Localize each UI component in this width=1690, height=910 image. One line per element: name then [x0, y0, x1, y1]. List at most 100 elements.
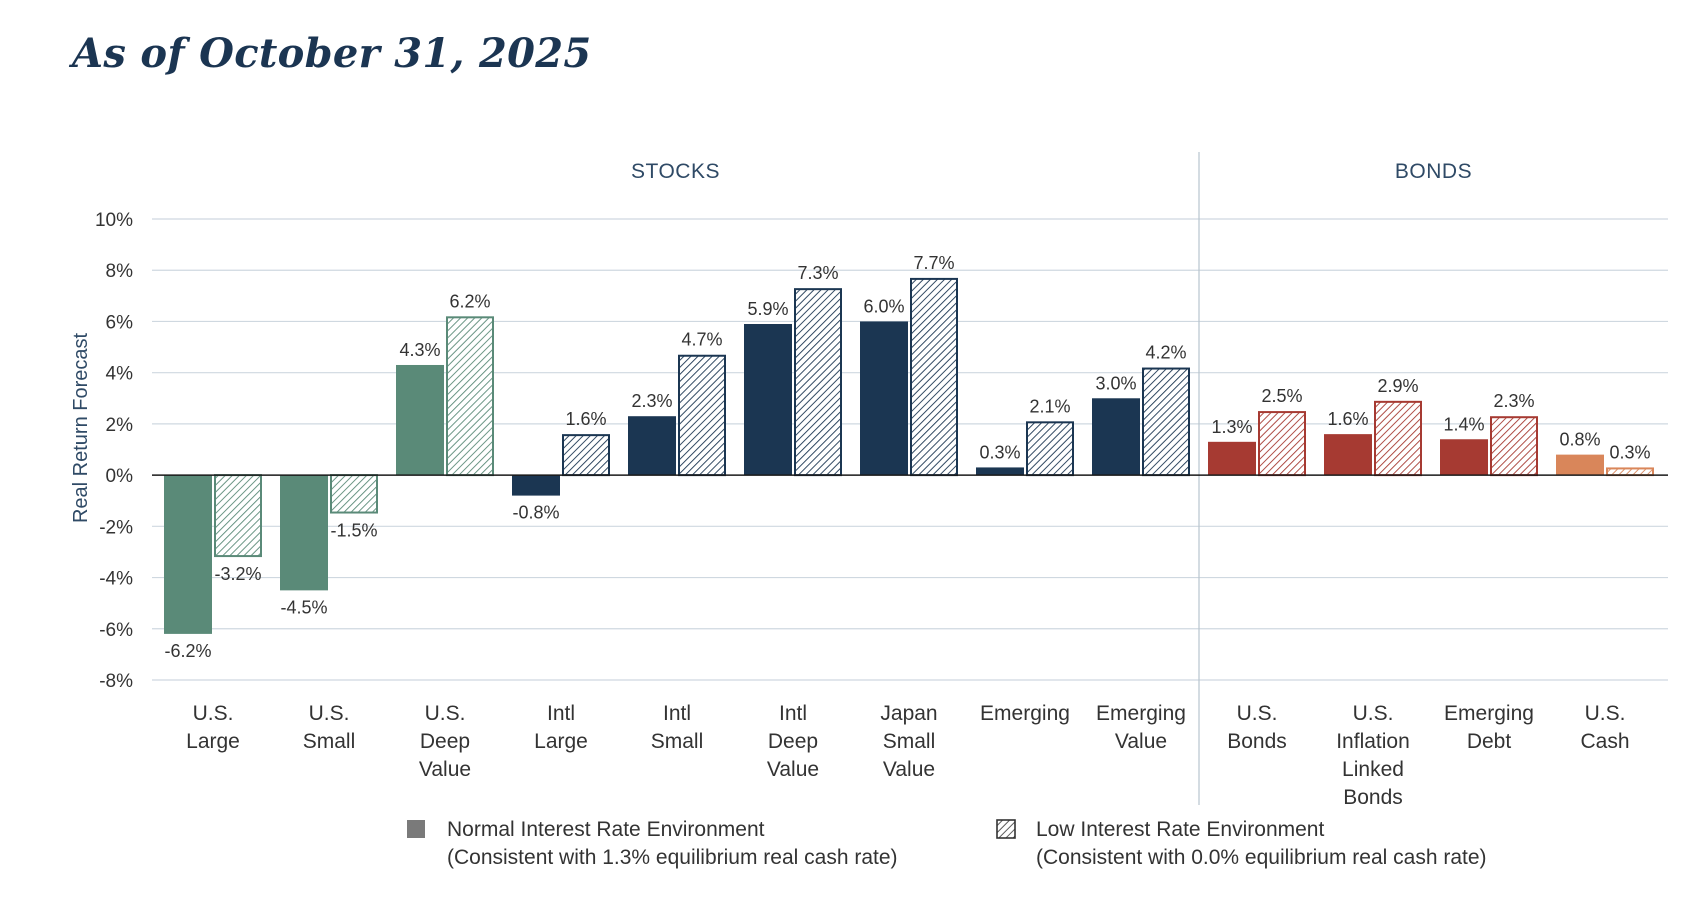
category-label: U.S.: [1237, 702, 1278, 725]
category-label: Small: [303, 730, 356, 753]
y-tick-label: 6%: [106, 312, 134, 333]
category-label: Linked: [1342, 758, 1404, 781]
data-labels: -6.2% -3.2% -4.5% -1.5% 4.3% 6.2% -0.8% 1.6% 2.3…: [164, 253, 1650, 661]
y-tick-label: 10%: [95, 210, 133, 231]
bar-normal: [1092, 398, 1140, 476]
data-label-low: 6.2%: [449, 291, 490, 311]
bar-normal: [1208, 441, 1256, 476]
bar-low: [1606, 467, 1654, 477]
bar-low: [1490, 416, 1538, 477]
legend-low-note: (Consistent with 0.0% equilibrium real c…: [1036, 846, 1487, 869]
category-label: Emerging: [980, 702, 1070, 725]
legend-normal-swatch: [407, 820, 425, 838]
data-label-low: -3.2%: [214, 564, 261, 584]
bar-normal: [164, 475, 212, 634]
section-labels: STOCKS BONDS: [631, 160, 1472, 183]
bar-normal: [396, 364, 444, 476]
bar-normal: [280, 475, 328, 591]
data-label-low: 2.9%: [1377, 376, 1418, 396]
y-tick-label: 4%: [106, 364, 134, 385]
bar-normal: [628, 416, 676, 476]
data-label-normal: 1.4%: [1443, 414, 1484, 434]
y-tick-label: -2%: [99, 517, 133, 538]
data-label-normal: -0.8%: [512, 503, 559, 523]
bar-low: [678, 354, 726, 477]
data-label-low: 7.7%: [913, 253, 954, 273]
bar-normal: [1324, 434, 1372, 476]
bar-low: [1374, 400, 1422, 477]
data-label-low: 0.3%: [1609, 442, 1650, 462]
bar-low: [1142, 367, 1190, 477]
section-label: STOCKS: [631, 160, 720, 183]
category-label: Bonds: [1343, 786, 1403, 809]
data-label-low: 1.6%: [565, 409, 606, 429]
bar-normal: [512, 475, 560, 496]
category-label: Value: [1115, 730, 1167, 753]
data-label-low: 2.1%: [1029, 396, 1070, 416]
category-label: Intl: [779, 702, 807, 725]
bar-low: [794, 288, 842, 477]
data-label-normal: 5.9%: [747, 299, 788, 319]
category-label: Value: [419, 758, 471, 781]
y-axis-ticks: -8% -6% -4% -2% 0% 2% 4% 6% 8% 10%: [95, 210, 133, 692]
section-label: BONDS: [1395, 160, 1472, 183]
category-label: U.S.: [425, 702, 466, 725]
data-label-normal: 4.3%: [399, 340, 440, 360]
bar-low: [214, 474, 262, 558]
bar-low: [1026, 421, 1074, 477]
category-label: Deep: [768, 730, 818, 753]
category-label: Emerging: [1444, 702, 1534, 725]
bar-low: [330, 474, 378, 514]
data-label-normal: 1.6%: [1327, 409, 1368, 429]
category-label: Bonds: [1227, 730, 1287, 753]
data-label-normal: 3.0%: [1095, 373, 1136, 393]
data-label-low: 4.2%: [1145, 343, 1186, 363]
data-label-normal: -4.5%: [280, 597, 327, 617]
data-label-normal: -6.2%: [164, 641, 211, 661]
category-label: Japan: [880, 702, 937, 725]
bar-low: [1258, 411, 1306, 477]
category-label: U.S.: [309, 702, 350, 725]
data-label-normal: 2.3%: [631, 391, 672, 411]
data-label-low: 7.3%: [797, 263, 838, 283]
category-label: Intl: [663, 702, 691, 725]
category-label: U.S.: [1353, 702, 1394, 725]
bar-normal: [1440, 439, 1488, 476]
category-label: Cash: [1580, 730, 1629, 753]
bar-low: [562, 434, 610, 477]
data-label-low: -1.5%: [330, 521, 377, 541]
legend-low-swatch: [996, 819, 1016, 839]
legend-low-title: Low Interest Rate Environment: [1036, 818, 1325, 841]
bars: [164, 277, 1654, 634]
bar-normal: [860, 321, 908, 476]
data-label-low: 4.7%: [681, 330, 722, 350]
data-label-low: 2.3%: [1493, 391, 1534, 411]
data-label-normal: 6.0%: [863, 296, 904, 316]
bar-low: [910, 277, 958, 477]
data-label-normal: 0.3%: [979, 442, 1020, 462]
y-tick-label: -8%: [99, 671, 133, 692]
category-labels: U.S. Large U.S. Small U.S. Deep Value Intl Large…: [186, 702, 1629, 809]
y-tick-label: 0%: [106, 466, 134, 487]
category-label: U.S.: [193, 702, 234, 725]
y-tick-label: 2%: [106, 415, 134, 436]
bar-low: [446, 316, 494, 477]
y-tick-label: -4%: [99, 569, 133, 590]
y-tick-label: -6%: [99, 620, 133, 641]
bar-normal: [1556, 454, 1604, 476]
y-tick-label: 8%: [106, 261, 134, 282]
data-label-normal: 0.8%: [1559, 430, 1600, 450]
category-label: Value: [883, 758, 935, 781]
category-label: Value: [767, 758, 819, 781]
category-label: Small: [883, 730, 936, 753]
category-label: Emerging: [1096, 702, 1186, 725]
category-label: Large: [186, 730, 240, 753]
category-label: Large: [534, 730, 588, 753]
page-title: As of October 31, 2025: [72, 30, 592, 77]
bar-normal: [744, 324, 792, 476]
category-label: Small: [651, 730, 704, 753]
category-label: Inflation: [1336, 730, 1410, 753]
data-label-normal: 1.3%: [1211, 417, 1252, 437]
legend-normal-title: Normal Interest Rate Environment: [447, 818, 765, 841]
